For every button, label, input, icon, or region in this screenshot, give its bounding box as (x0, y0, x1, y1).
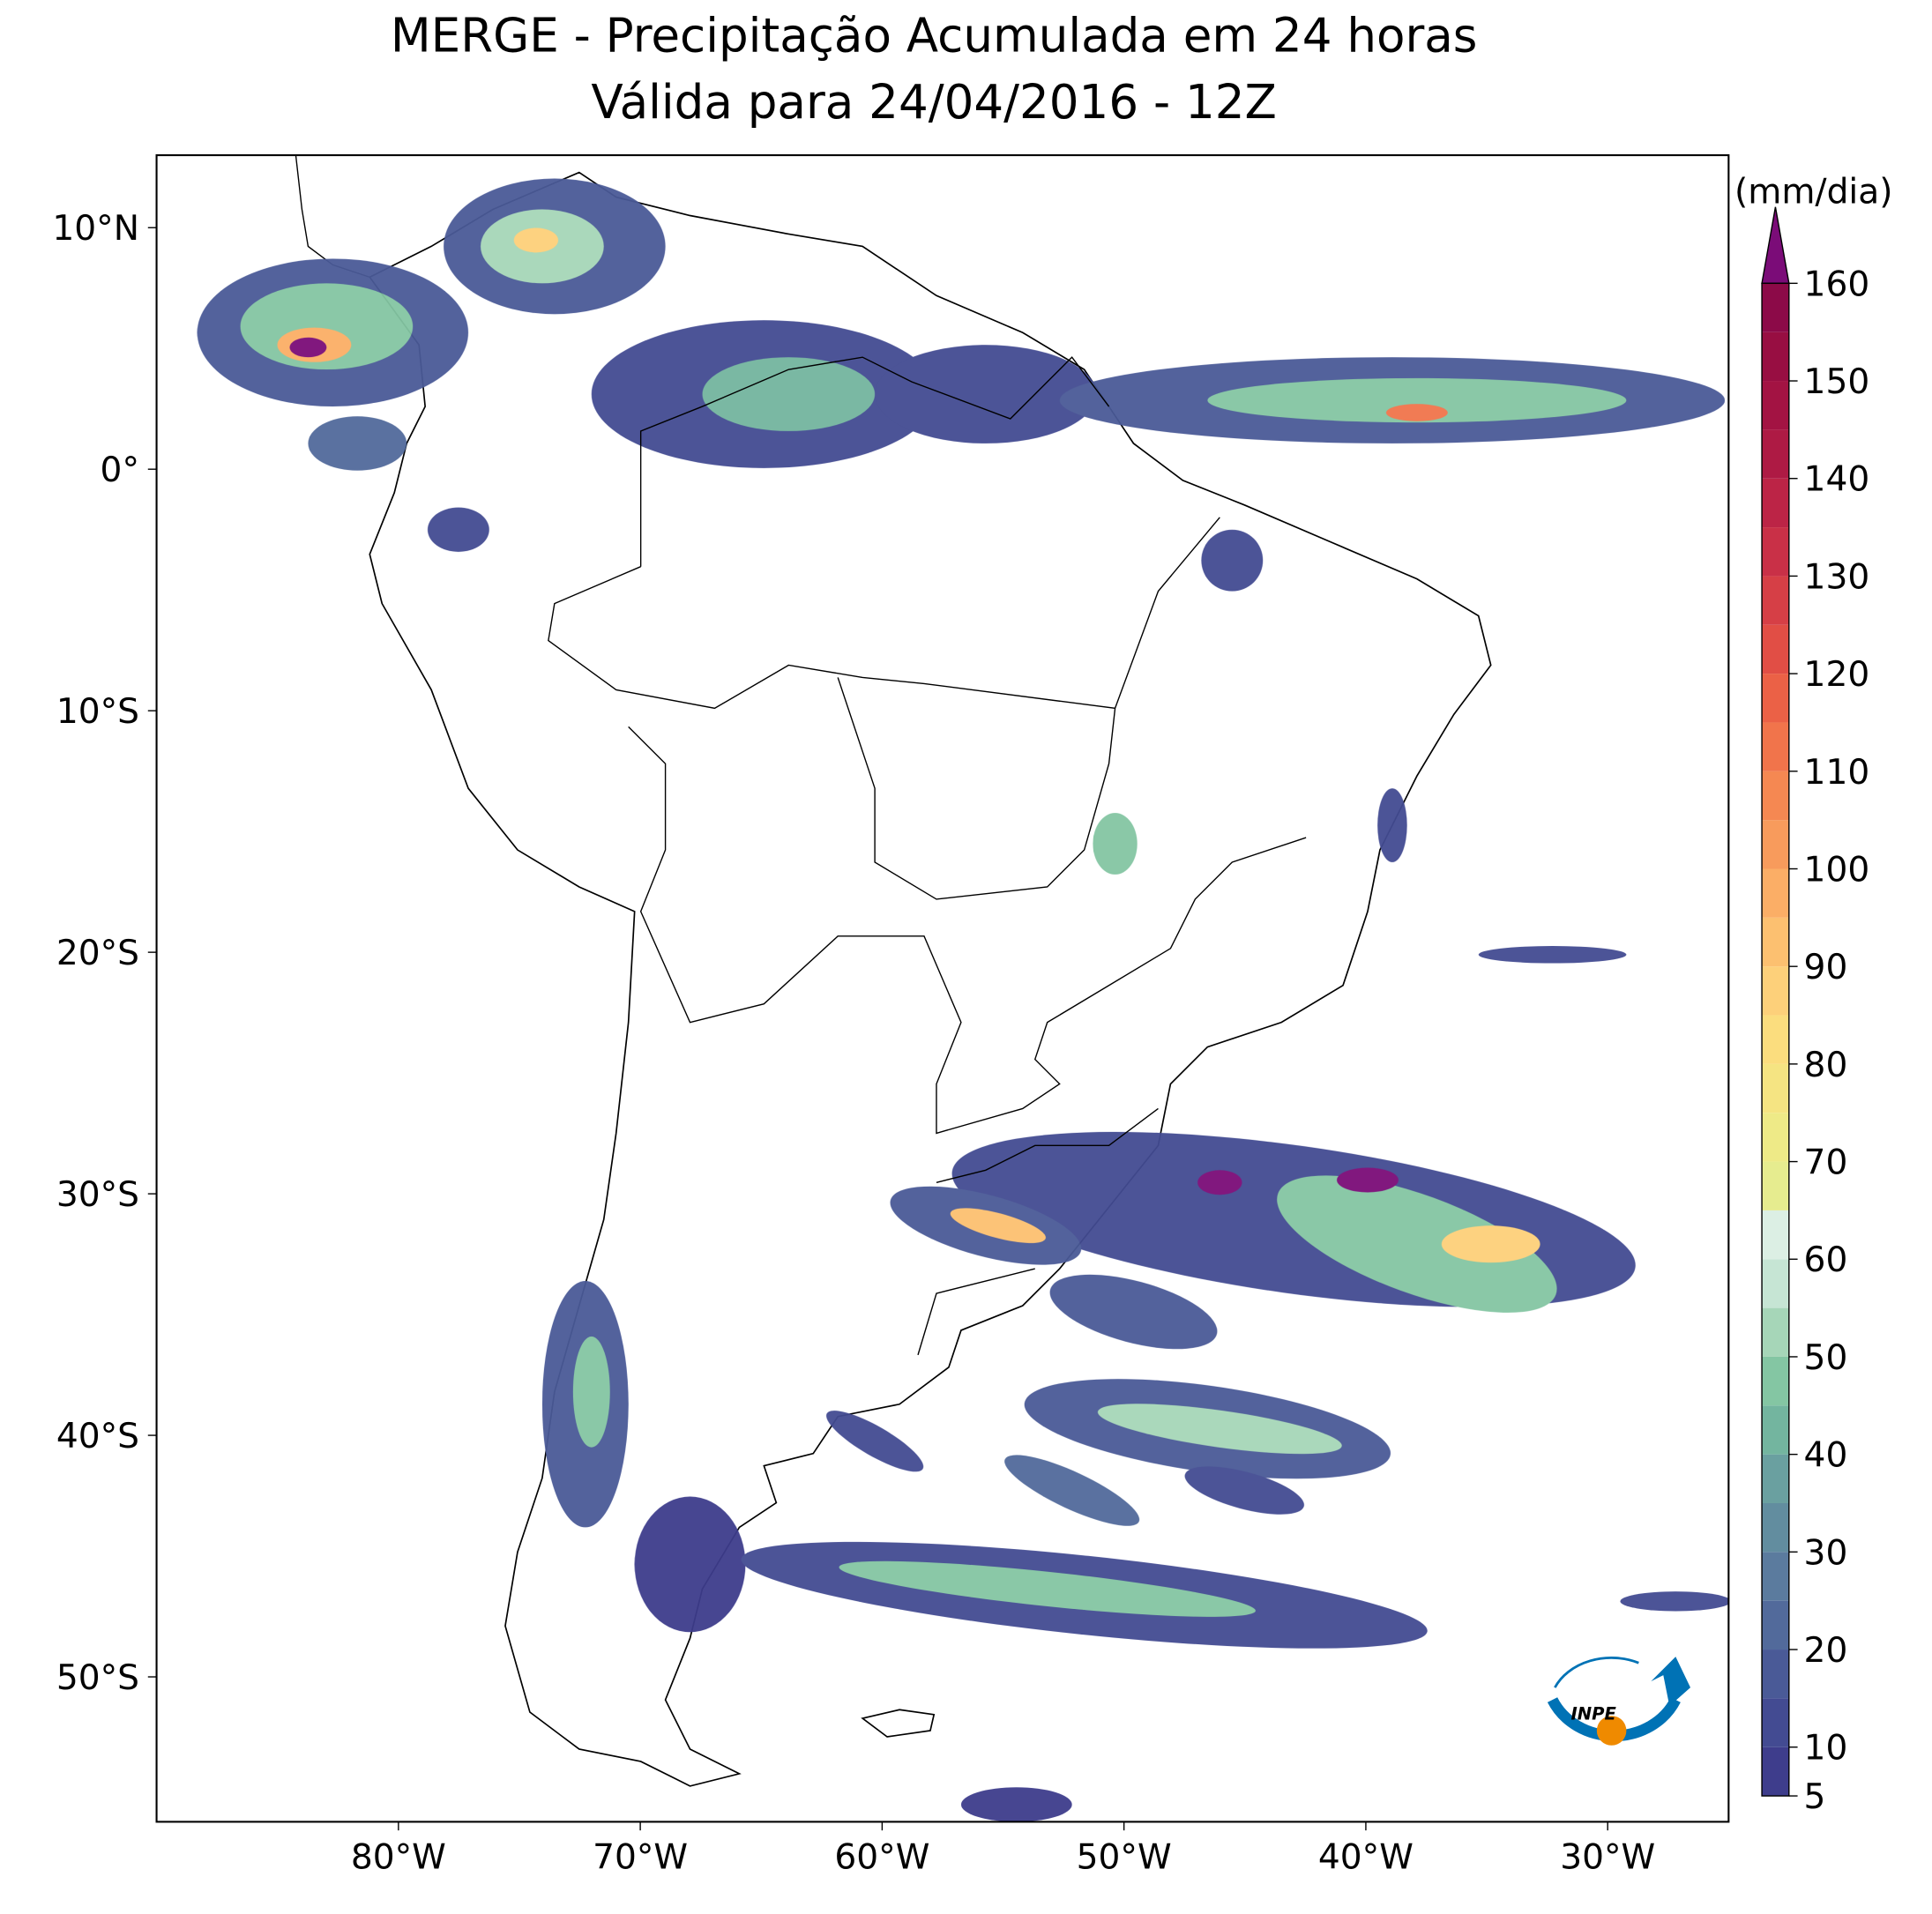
colorbar-bin (1762, 429, 1789, 479)
colorbar-bin (1762, 674, 1789, 723)
x-tick-label: 30°W (1560, 1837, 1655, 1877)
logo-text: INPE (1571, 1703, 1617, 1724)
colorbar-bin (1762, 771, 1789, 821)
x-tick-label: 60°W (834, 1837, 929, 1877)
colorbar-bin (1762, 1015, 1789, 1064)
colorbar-bin (1762, 624, 1789, 674)
colorbar-tick-label: 60 (1804, 1240, 1848, 1280)
y-tick-label: 10°N (52, 209, 139, 249)
colorbar-tick-label: 10 (1804, 1729, 1848, 1769)
colorbar-bin (1762, 917, 1789, 967)
colorbar-tick-label: 5 (1804, 1777, 1826, 1817)
colorbar-tick-label: 130 (1804, 557, 1870, 597)
colorbar-label: (mm/dia) (1734, 173, 1893, 212)
x-tick-label: 50°W (1077, 1837, 1172, 1877)
colorbar-bin (1762, 1405, 1789, 1455)
colorbar-bin (1762, 820, 1789, 869)
colorbar-tick-label: 40 (1804, 1436, 1848, 1476)
colorbar-bin (1762, 1698, 1789, 1747)
colorbar-bin (1762, 1356, 1789, 1406)
colorbar-bin (1762, 868, 1789, 918)
y-tick-label: 50°S (56, 1658, 139, 1698)
falklands (861, 1709, 936, 1738)
colorbar-tick-label: 110 (1804, 753, 1870, 793)
colorbar-bin (1762, 283, 1789, 332)
colorbar-bin (1762, 381, 1789, 430)
colorbar-bin (1762, 1454, 1789, 1503)
colorbar-tick-label: 140 (1804, 460, 1870, 500)
colorbar-bin (1762, 1161, 1789, 1210)
colorbar-tick-label: 100 (1804, 850, 1870, 890)
colorbar-tick-label: 160 (1804, 264, 1870, 304)
colorbar-tick-label: 80 (1804, 1046, 1848, 1085)
country-borders (548, 356, 1307, 1356)
inpe-logo: INPE (1547, 1657, 1691, 1746)
colorbar-bin (1762, 1746, 1789, 1797)
colorbar-tick-label: 30 (1804, 1533, 1848, 1573)
colorbar-tick-label: 20 (1804, 1631, 1848, 1671)
colorbar-bin (1762, 576, 1789, 625)
map-frame (155, 153, 1730, 1823)
y-tick-label: 40°S (56, 1417, 139, 1456)
colorbar-tick-label: 50 (1804, 1338, 1848, 1378)
precipitation (197, 178, 1729, 1822)
colorbar-bin (1762, 478, 1789, 528)
x-tick-label: 70°W (593, 1837, 688, 1877)
colorbar-bin (1762, 1650, 1789, 1699)
colorbar-bin (1762, 1063, 1789, 1113)
colorbar-bin (1762, 1307, 1789, 1357)
colorbar-bin (1762, 966, 1789, 1016)
colorbar-frame (1761, 282, 1790, 1797)
colorbar-bin (1762, 1502, 1789, 1553)
title-line: MERGE - Precipitação Acumulada em 24 hor… (391, 9, 1478, 63)
colorbar-tick-label: 120 (1804, 655, 1870, 695)
colorbar-bin (1762, 331, 1789, 382)
colorbar-extend (1761, 206, 1790, 285)
y-tick-label: 10°S (56, 692, 139, 732)
colorbar-bin (1762, 1210, 1789, 1260)
y-tick-label: 20°S (56, 934, 139, 973)
y-tick-label: 0° (101, 451, 139, 490)
colorbar-bin (1762, 1600, 1789, 1650)
colorbar-bin (1762, 1113, 1789, 1162)
y-tick-label: 30°S (56, 1175, 139, 1215)
colorbar-tick-label: 70 (1804, 1143, 1848, 1183)
colorbar-tick-label: 150 (1804, 362, 1870, 402)
colorbar-bin (1762, 527, 1789, 577)
x-tick-label: 40°W (1318, 1837, 1414, 1877)
colorbar-bin (1762, 1259, 1789, 1308)
map-area: INPE (197, 155, 1729, 1822)
x-tick-label: 80°W (351, 1837, 446, 1877)
title-line: Válida para 24/04/2016 - 12Z (591, 75, 1276, 130)
colorbar-bin (1762, 1552, 1789, 1601)
colorbar-tick-label: 90 (1804, 948, 1848, 987)
colorbar-bin (1762, 722, 1789, 771)
